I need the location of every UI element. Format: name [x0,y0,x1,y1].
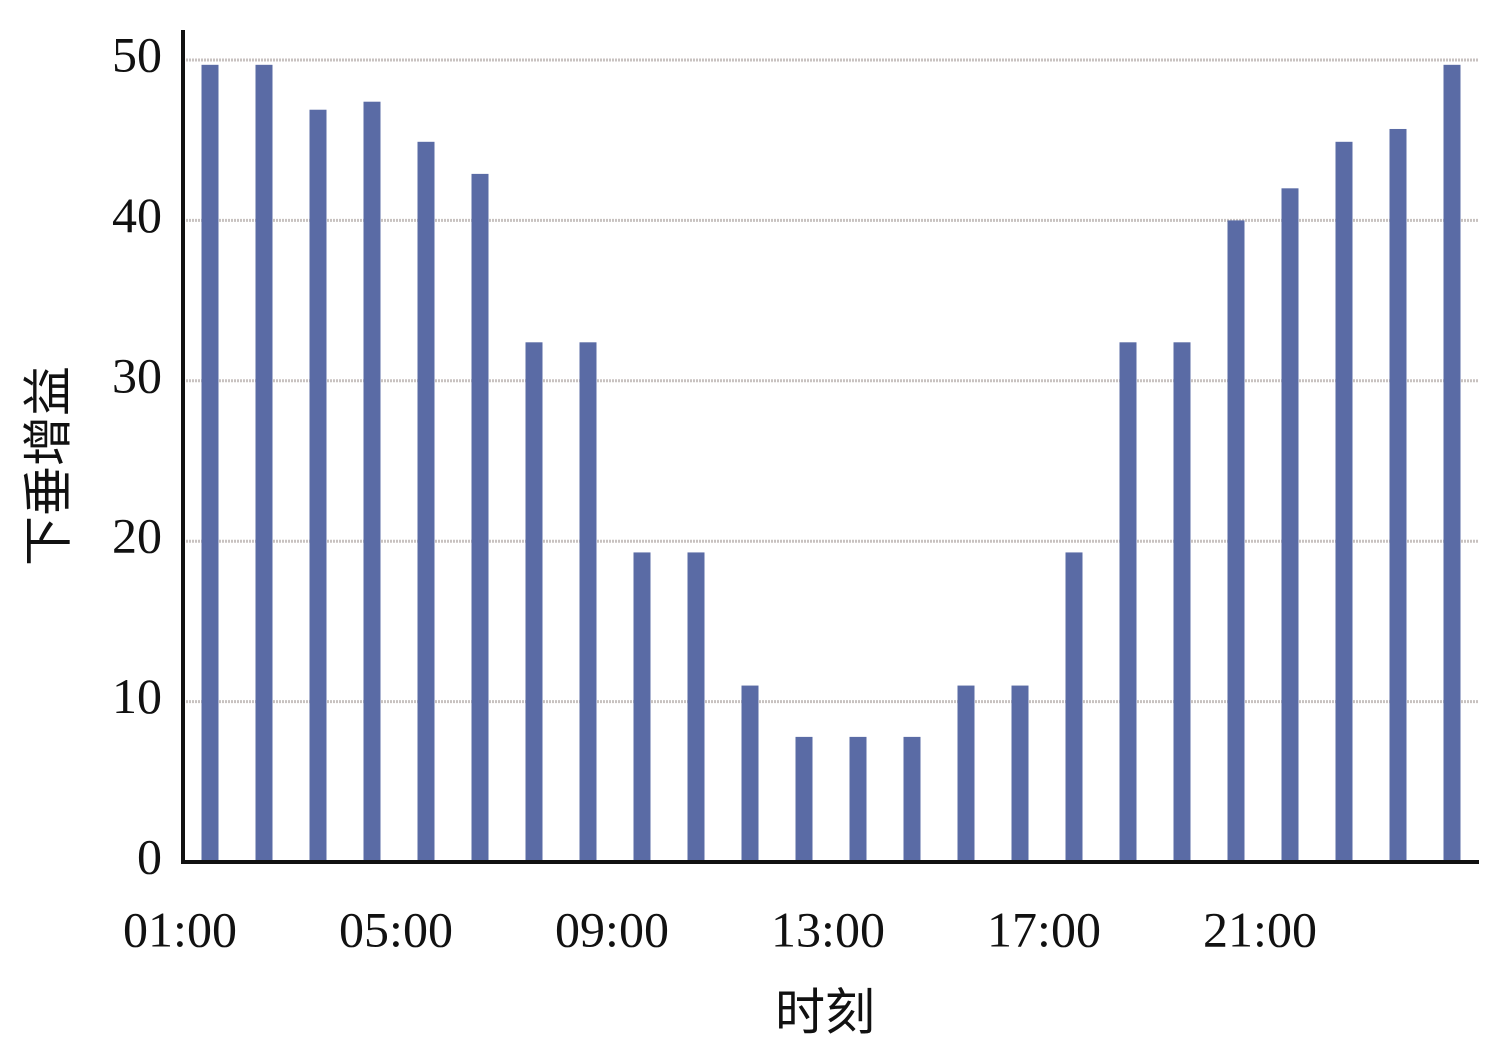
y-tick-label: 50 [112,26,162,82]
bar [1173,342,1191,863]
x-tick-label: 13:00 [771,901,885,957]
x-tick-label: 21:00 [1203,901,1317,957]
y-axis-title: 下垂增益 [20,366,76,566]
bar [525,342,543,863]
bar [1443,64,1461,862]
bar [471,173,489,862]
bar [255,64,273,862]
bar [579,342,597,863]
bar [849,736,867,862]
bar [417,141,435,862]
bar [1011,685,1029,862]
x-tick-label: 17:00 [987,901,1101,957]
y-tick-label: 20 [112,508,162,564]
bar [957,685,975,862]
bar [687,552,705,862]
y-tick-label: 40 [112,187,162,243]
x-axis-title: 时刻 [775,984,875,1040]
y-tick-label: 0 [137,828,162,884]
bar [363,101,381,863]
bar [1065,552,1083,862]
bar [741,685,759,862]
bar [1335,141,1353,862]
x-tick-label: 09:00 [555,901,669,957]
bar [903,736,921,862]
bar [795,736,813,862]
bar [1281,188,1299,862]
bar [633,552,651,862]
y-tick-label: 30 [112,347,162,403]
bar [309,109,327,862]
y-tick-label: 10 [112,668,162,724]
x-tick-label: 01:00 [123,901,237,957]
bar [1119,342,1137,863]
bar [1389,128,1407,863]
x-tick-label: 05:00 [339,901,453,957]
bar [201,64,219,862]
bar [1227,220,1245,862]
